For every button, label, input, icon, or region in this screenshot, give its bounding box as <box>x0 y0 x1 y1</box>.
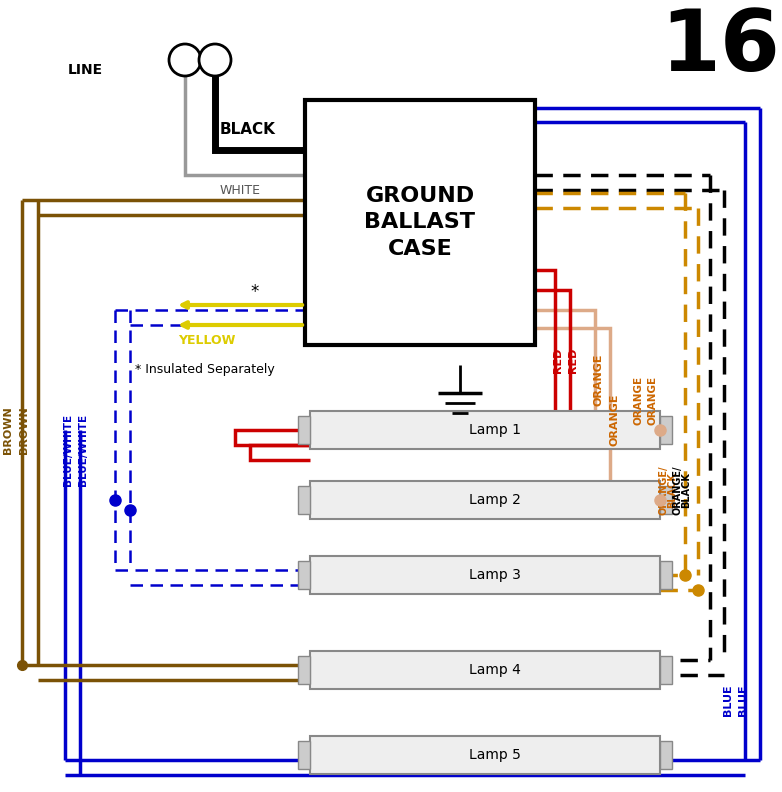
Bar <box>310 481 660 519</box>
Bar <box>310 651 660 689</box>
Text: BLACK: BLACK <box>220 123 276 138</box>
Bar <box>660 416 672 444</box>
Text: LINE: LINE <box>68 63 103 77</box>
Text: Lamp 3: Lamp 3 <box>469 568 521 582</box>
Bar <box>298 486 310 514</box>
Text: ORANGE/
BLACK: ORANGE/ BLACK <box>658 465 677 515</box>
Bar <box>305 100 535 345</box>
Bar <box>298 656 310 684</box>
Text: ORANGE/
BLACK: ORANGE/ BLACK <box>673 465 691 515</box>
Text: Lamp 1: Lamp 1 <box>469 423 521 437</box>
Text: ORANGE: ORANGE <box>633 375 643 425</box>
Text: BLUE: BLUE <box>723 684 733 716</box>
Text: ORANGE: ORANGE <box>609 394 619 446</box>
Bar <box>660 561 672 589</box>
Bar <box>298 416 310 444</box>
Text: WHITE: WHITE <box>220 184 261 196</box>
Bar <box>310 556 660 594</box>
Text: 16: 16 <box>660 6 780 89</box>
Text: *: * <box>250 283 258 301</box>
Text: ORANGE: ORANGE <box>647 375 657 425</box>
Text: ORANGE: ORANGE <box>593 354 603 406</box>
Text: BROWN: BROWN <box>19 406 29 454</box>
Text: RED: RED <box>553 348 563 373</box>
Bar <box>298 741 310 769</box>
Bar <box>298 561 310 589</box>
Text: RED: RED <box>568 348 578 373</box>
Text: Lamp 2: Lamp 2 <box>469 493 521 507</box>
Text: Lamp 5: Lamp 5 <box>469 748 521 762</box>
Text: * Insulated Separately: * Insulated Separately <box>135 364 274 376</box>
Text: GROUND
BALLAST
CASE: GROUND BALLAST CASE <box>364 186 475 259</box>
Circle shape <box>199 44 231 76</box>
Bar <box>310 411 660 449</box>
Bar <box>660 656 672 684</box>
Text: BLUE/WHITE: BLUE/WHITE <box>78 414 88 486</box>
Text: BLUE/WHITE: BLUE/WHITE <box>63 414 73 486</box>
Circle shape <box>169 44 201 76</box>
Bar <box>660 741 672 769</box>
Bar <box>660 486 672 514</box>
Text: BLUE: BLUE <box>738 684 748 716</box>
Bar <box>310 736 660 774</box>
Text: BROWN: BROWN <box>3 406 13 454</box>
Text: YELLOW: YELLOW <box>178 333 235 347</box>
Text: Lamp 4: Lamp 4 <box>469 663 521 677</box>
